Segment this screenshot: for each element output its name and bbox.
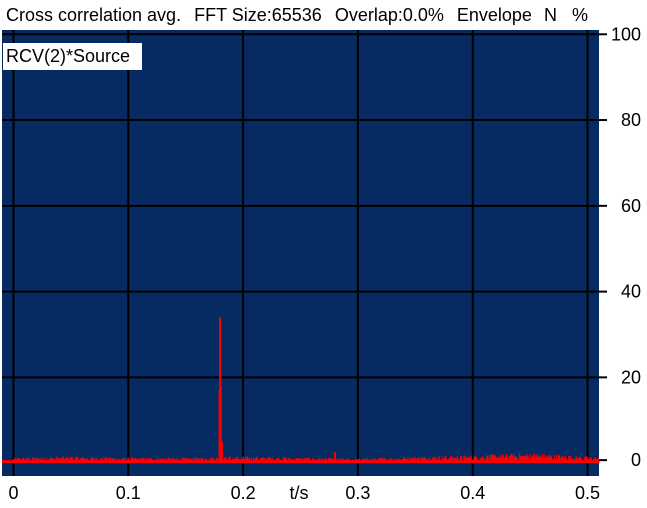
series-legend-box: [3, 43, 142, 70]
envelope-label: Envelope: [456, 4, 532, 25]
series-legend-label: RCV(2)*Source: [6, 46, 130, 66]
series-layer: [2, 317, 600, 464]
y-tick-label-0: 0: [631, 450, 641, 470]
x-tick-label-4: 0.4: [460, 483, 485, 503]
y-tick-label-5: 100: [611, 24, 641, 44]
x-tick-label-0: 0: [8, 483, 18, 503]
x-tick-label-1: 0.1: [116, 483, 141, 503]
x-tick-label-3: 0.3: [345, 483, 370, 503]
y-tick-label-1: 20: [621, 367, 641, 387]
y-tick-label-2: 40: [621, 282, 641, 302]
legend: RCV(2)*Source: [3, 43, 142, 70]
overlap-label: Overlap:0.0%: [334, 4, 444, 25]
y-axis: 0 20 40 60 80 100: [599, 24, 641, 470]
unit-label: %: [571, 4, 588, 25]
grid-lines: [2, 30, 599, 476]
x-axis: 0 0.1 0.2 0.3 0.4 0.5 t/s: [8, 483, 600, 503]
fft-size-label: FFT Size:65536: [194, 4, 322, 25]
x-tick-label-2: 0.2: [231, 483, 256, 503]
series-baseline: [2, 460, 599, 464]
y-tick-label-4: 80: [621, 110, 641, 130]
y-tick-label-3: 60: [621, 196, 641, 216]
chart-header: Cross correlation avg. FFT Size:65536 Ov…: [0, 0, 647, 30]
x-axis-label: t/s: [289, 483, 308, 503]
plot-area: [2, 30, 599, 476]
x-tick-label-5: 0.5: [575, 483, 600, 503]
measurement-title: Cross correlation avg.: [6, 4, 182, 25]
n-label: N: [543, 4, 557, 25]
